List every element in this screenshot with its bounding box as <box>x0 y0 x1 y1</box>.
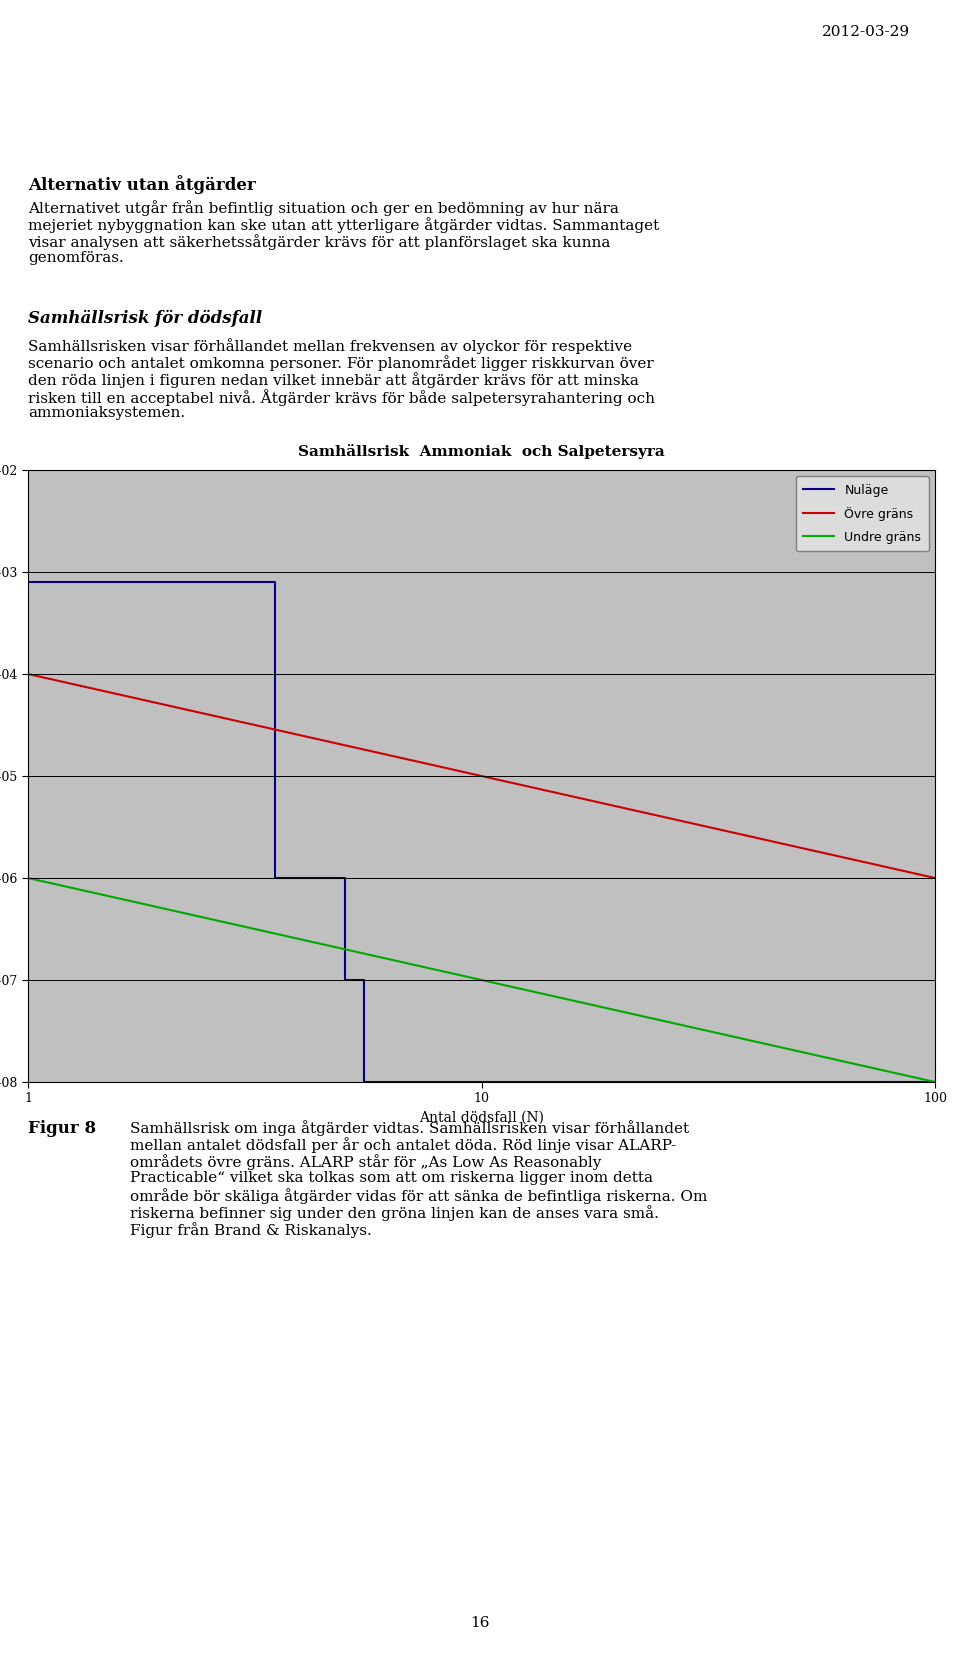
Text: 2012-03-29: 2012-03-29 <box>822 25 910 38</box>
Title: Samhällsrisk  Ammoniak  och Salpetersyra: Samhällsrisk Ammoniak och Salpetersyra <box>299 444 665 459</box>
Text: den röda linjen i figuren nedan vilket innebär att åtgärder krävs för att minska: den röda linjen i figuren nedan vilket i… <box>28 372 638 387</box>
Nuläge <box>358 1072 370 1092</box>
Nuläge <box>269 868 280 888</box>
X-axis label: Antal dödsfall (N): Antal dödsfall (N) <box>419 1110 544 1125</box>
Nuläge <box>358 971 370 991</box>
Nuläge <box>929 1072 941 1092</box>
Text: mellan antalet dödsfall per år och antalet döda. Röd linje visar ALARP-: mellan antalet dödsfall per år och antal… <box>130 1137 676 1153</box>
Text: visar analysen att säkerhetssåtgärder krävs för att planförslaget ska kunna: visar analysen att säkerhetssåtgärder kr… <box>28 234 611 249</box>
Text: områdets övre gräns. ALARP står för „As Low As Reasonably: områdets övre gräns. ALARP står för „As … <box>130 1153 601 1170</box>
Text: Samhällsrisken visar förhållandet mellan frekvensen av olyckor för respektive: Samhällsrisken visar förhållandet mellan… <box>28 337 632 354</box>
Text: Samhällsrisk om inga åtgärder vidtas. Samhällsrisken visar förhållandet: Samhällsrisk om inga åtgärder vidtas. Sa… <box>130 1120 689 1135</box>
Text: Samhällsrisk för dödsfall: Samhällsrisk för dödsfall <box>28 311 262 327</box>
Text: genomföras.: genomföras. <box>28 251 124 264</box>
Text: risken till en acceptabel nivå. Åtgärder krävs för både salpetersyrahantering oc: risken till en acceptabel nivå. Åtgärder… <box>28 389 655 406</box>
Line: Nuläge: Nuläge <box>28 582 935 1082</box>
Text: 16: 16 <box>470 1615 490 1630</box>
Text: Alternativet utgår från befintlig situation och ger en bedömning av hur nära: Alternativet utgår från befintlig situat… <box>28 199 619 216</box>
Text: Figur från Brand & Riskanalys.: Figur från Brand & Riskanalys. <box>130 1222 372 1238</box>
Nuläge <box>339 971 350 991</box>
Text: Practicable“ vilket ska tolkas som att om riskerna ligger inom detta: Practicable“ vilket ska tolkas som att o… <box>130 1172 653 1185</box>
Nuläge <box>339 868 350 888</box>
Legend: Nuläge, Övre gräns, Undre gräns: Nuläge, Övre gräns, Undre gräns <box>796 477 928 552</box>
Nuläge <box>269 572 280 592</box>
Text: Alternativ utan åtgärder: Alternativ utan åtgärder <box>28 175 255 194</box>
Text: mejeriet nybyggnation kan ske utan att ytterligare åtgärder vidtas. Sammantaget: mejeriet nybyggnation kan ske utan att y… <box>28 218 660 233</box>
Text: riskerna befinner sig under den gröna linjen kan de anses vara små.: riskerna befinner sig under den gröna li… <box>130 1205 659 1222</box>
Text: scenario och antalet omkomna personer. För planområdet ligger riskkurvan över: scenario och antalet omkomna personer. F… <box>28 356 654 371</box>
Text: ammoniaksystemen.: ammoniaksystemen. <box>28 406 185 420</box>
Text: område bör skäliga åtgärder vidas för att sänka de befintliga riskerna. Om: område bör skäliga åtgärder vidas för at… <box>130 1188 708 1203</box>
Text: Figur 8: Figur 8 <box>28 1120 96 1137</box>
Nuläge <box>22 572 34 592</box>
